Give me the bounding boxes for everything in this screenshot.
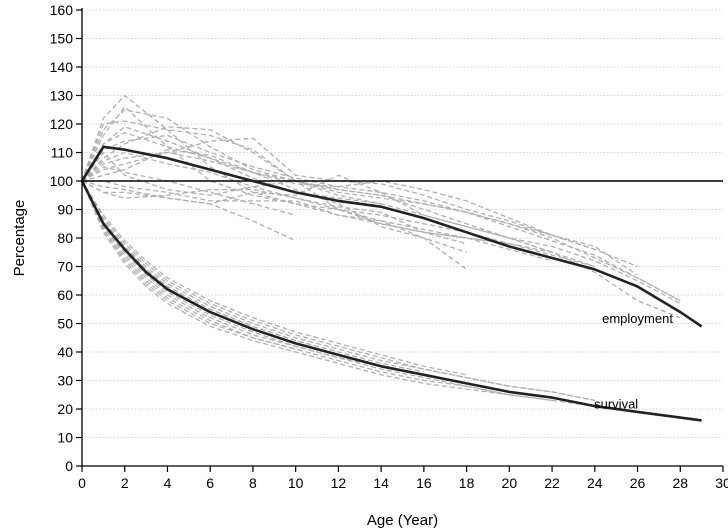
y-tick-label: 40 — [57, 344, 73, 360]
background-series-line-14 — [81, 126, 382, 205]
x-tick-label: 18 — [459, 475, 475, 491]
background-series-line-8 — [82, 180, 553, 262]
y-tick-label: 120 — [50, 116, 74, 132]
y-tick-label: 10 — [57, 430, 73, 446]
y-tick-label: 130 — [50, 88, 74, 104]
background-series-line-3 — [81, 137, 638, 276]
background-series-line-22 — [81, 180, 510, 396]
annotation-employment: employment — [602, 311, 673, 326]
background-series-line-1 — [81, 109, 681, 305]
x-tick-label: 14 — [373, 475, 389, 491]
background-series-line-25 — [81, 180, 382, 367]
background-series-group — [81, 94, 681, 407]
y-tick-label: 100 — [50, 173, 74, 189]
background-series-line-0 — [81, 94, 681, 319]
background-series-line-27 — [81, 180, 296, 350]
background-series-line-18 — [81, 180, 595, 402]
x-axis-title: Age (Year) — [367, 512, 438, 529]
x-tick-label: 24 — [587, 475, 603, 491]
background-series-line-15 — [81, 180, 467, 270]
y-axis-title: Percentage — [11, 200, 28, 277]
x-tick-label: 22 — [544, 475, 560, 491]
y-tick-label: 150 — [50, 31, 74, 47]
y-tick-label: 60 — [57, 287, 73, 303]
y-tick-label: 20 — [57, 401, 73, 417]
background-series-line-2 — [81, 126, 681, 302]
x-tick-label: 8 — [249, 475, 257, 491]
background-series-line-26 — [81, 180, 339, 353]
background-series-line-6 — [81, 151, 596, 268]
y-tick-label: 0 — [65, 458, 73, 474]
survival-series-line — [80, 180, 702, 422]
background-series-line-20 — [81, 180, 595, 402]
x-tick-label: 2 — [121, 475, 129, 491]
employment-series-line — [80, 145, 703, 328]
x-tick-label: 16 — [416, 475, 432, 491]
y-tick-label: 160 — [50, 2, 74, 18]
background-series-line-4 — [81, 131, 596, 251]
y-tick-label: 50 — [57, 316, 73, 332]
y-tick-label: 140 — [50, 59, 74, 75]
x-tick-label: 12 — [331, 475, 347, 491]
background-series-line-12 — [81, 180, 296, 242]
y-tick-label: 70 — [57, 259, 73, 275]
background-series-line-10 — [81, 151, 467, 245]
background-series-line-17 — [81, 151, 681, 302]
x-tick-label: 26 — [630, 475, 646, 491]
x-tick-label: 28 — [672, 475, 688, 491]
x-tick-label: 0 — [78, 475, 86, 491]
background-series-line-13 — [81, 166, 296, 216]
y-tick-label: 110 — [51, 145, 74, 161]
x-tick-label: 4 — [164, 475, 172, 491]
x-tick-label: 20 — [502, 475, 518, 491]
background-series-line-23 — [81, 180, 467, 376]
background-series-line-16 — [81, 134, 638, 268]
background-series-line-7 — [81, 120, 595, 268]
y-tick-label: 80 — [57, 230, 73, 246]
y-tick-label: 30 — [57, 373, 73, 389]
annotation-survival: survival — [594, 396, 638, 411]
background-series-line-5 — [81, 174, 553, 253]
main-series-group — [80, 145, 703, 422]
axes: 0102030405060708090100110120130140150160… — [50, 2, 728, 491]
y-tick-label: 90 — [57, 202, 73, 218]
x-tick-label: 30 — [715, 475, 728, 491]
x-tick-label: 10 — [288, 475, 304, 491]
background-series-line-9 — [81, 105, 510, 245]
x-tick-label: 6 — [206, 475, 214, 491]
